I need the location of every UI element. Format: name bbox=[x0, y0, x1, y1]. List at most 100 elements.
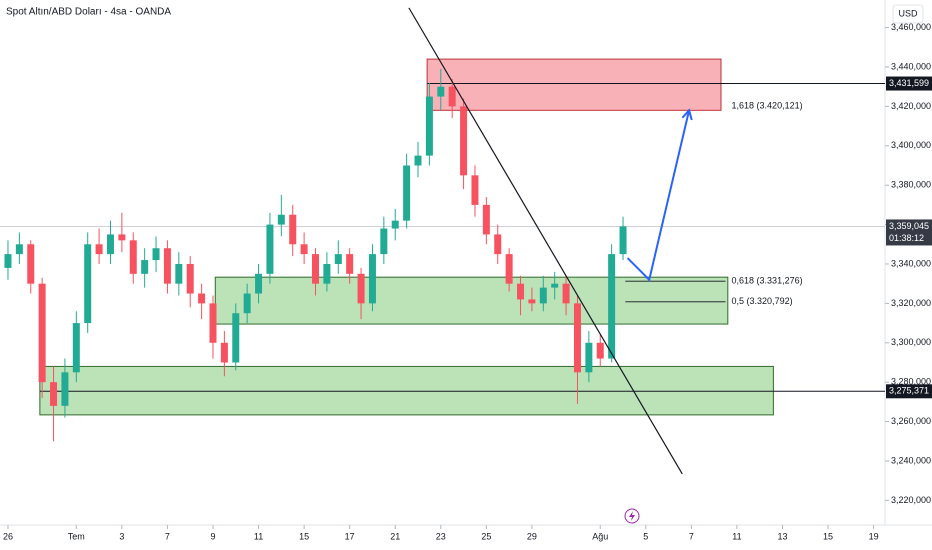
x-tick-label: Tem bbox=[68, 531, 85, 541]
currency-button[interactable] bbox=[892, 4, 924, 24]
y-tick-label: 3,260,000 bbox=[891, 416, 931, 426]
candle-body bbox=[585, 342, 593, 373]
candle-body bbox=[482, 204, 490, 235]
candle-body bbox=[562, 283, 570, 304]
y-tick-label: 3,420,000 bbox=[891, 101, 931, 111]
candle-body bbox=[403, 165, 411, 221]
zone bbox=[214, 276, 729, 325]
x-tick-label: 7 bbox=[689, 531, 694, 541]
x-tick-label: 13 bbox=[777, 531, 787, 541]
x-tick-label: 9 bbox=[210, 531, 215, 541]
candle-body bbox=[573, 303, 581, 373]
candle-body bbox=[266, 224, 274, 274]
y-tick-label: 3,240,000 bbox=[891, 455, 931, 465]
candle-body bbox=[346, 254, 354, 274]
candle-body bbox=[50, 382, 58, 406]
candle-body bbox=[163, 248, 171, 284]
candle-body bbox=[551, 283, 559, 288]
candle-body bbox=[152, 248, 160, 261]
candle-body bbox=[255, 273, 263, 294]
candle-body bbox=[619, 226, 627, 255]
candle-body bbox=[494, 234, 502, 255]
candle-body bbox=[528, 299, 536, 304]
zone bbox=[39, 365, 774, 416]
candle-body bbox=[368, 254, 376, 304]
candle-body bbox=[129, 240, 137, 274]
candle-body bbox=[232, 313, 240, 363]
candle-body bbox=[505, 254, 513, 284]
candle-body bbox=[608, 254, 616, 359]
x-tick-label: 29 bbox=[527, 531, 537, 541]
price-tag-label: 3,431,599 bbox=[889, 78, 929, 88]
candle-body bbox=[448, 86, 456, 107]
y-tick-label: 3,460,000 bbox=[891, 22, 931, 32]
x-tick-label: 23 bbox=[436, 531, 446, 541]
fib-label: 0,5 (3.320,792) bbox=[732, 296, 793, 306]
candle-body bbox=[300, 244, 308, 255]
price-tag bbox=[886, 76, 932, 91]
candle-body bbox=[414, 155, 422, 166]
x-tick-label: 21 bbox=[390, 531, 400, 541]
x-tick-label: 15 bbox=[299, 531, 309, 541]
candle-body bbox=[209, 303, 217, 343]
x-tick-label: 3 bbox=[119, 531, 124, 541]
candle-body bbox=[186, 263, 194, 294]
chart-title: Spot Altın/ABD Doları - 4sa - OANDA bbox=[6, 7, 171, 18]
price-tag-label: 3,275,371 bbox=[889, 386, 929, 396]
x-tick-label: Ağu bbox=[592, 531, 608, 541]
candle-body bbox=[61, 372, 69, 406]
candle-body bbox=[357, 273, 365, 304]
y-tick-label: 3,300,000 bbox=[891, 337, 931, 347]
candle-body bbox=[425, 96, 433, 156]
candle-body bbox=[334, 254, 342, 264]
projection-arrowhead bbox=[681, 108, 693, 121]
y-tick-label: 3,400,000 bbox=[891, 140, 931, 150]
candle-body bbox=[72, 323, 80, 373]
x-tick-label: 19 bbox=[869, 531, 879, 541]
candle-body bbox=[15, 244, 23, 255]
last-price-label: 3,359,045 bbox=[889, 221, 929, 231]
price-tag bbox=[886, 384, 932, 399]
fib-label: 0,618 (3.331,276) bbox=[732, 276, 803, 286]
x-tick-label: 26 bbox=[3, 531, 13, 541]
last-price-tag bbox=[886, 219, 932, 246]
x-tick-label: 15 bbox=[823, 531, 833, 541]
candle-body bbox=[118, 234, 126, 241]
candle-body bbox=[471, 175, 479, 205]
candle-body bbox=[277, 214, 285, 225]
candle-body bbox=[84, 244, 92, 324]
x-tick-label: 11 bbox=[732, 531, 741, 541]
fib-label: 1,618 (3.420,121) bbox=[732, 101, 803, 111]
y-tick-label: 3,320,000 bbox=[891, 298, 931, 308]
candle-body bbox=[391, 220, 399, 229]
x-tick-label: 17 bbox=[345, 531, 355, 541]
candle-body bbox=[198, 293, 206, 304]
y-tick-label: 3,440,000 bbox=[891, 61, 931, 71]
trend-line bbox=[408, 7, 683, 475]
x-tick-label: 5 bbox=[643, 531, 648, 541]
candle-body bbox=[539, 287, 547, 304]
candle-body bbox=[289, 214, 297, 245]
candle-body bbox=[312, 254, 320, 284]
y-tick-label: 3,280,000 bbox=[891, 377, 931, 387]
candle-body bbox=[27, 244, 35, 284]
x-tick-label: 25 bbox=[481, 531, 491, 541]
x-tick-label: 7 bbox=[165, 531, 170, 541]
candle-body bbox=[38, 283, 46, 383]
plot-area bbox=[0, 7, 885, 475]
y-tick-label: 3,340,000 bbox=[891, 258, 931, 268]
currency-label[interactable]: USD bbox=[898, 8, 918, 18]
candle-body bbox=[596, 342, 604, 359]
projection-path bbox=[626, 110, 691, 282]
candle-body bbox=[323, 263, 331, 284]
candle-body bbox=[141, 260, 149, 274]
x-tick-label: 11 bbox=[254, 531, 263, 541]
event-bolt bbox=[629, 511, 635, 521]
candle-body bbox=[460, 106, 468, 176]
candle-body bbox=[517, 283, 525, 300]
candle-body bbox=[175, 263, 183, 284]
countdown-label: 01:38:12 bbox=[889, 233, 924, 243]
candle-body bbox=[437, 86, 445, 97]
candle-body bbox=[243, 293, 251, 314]
